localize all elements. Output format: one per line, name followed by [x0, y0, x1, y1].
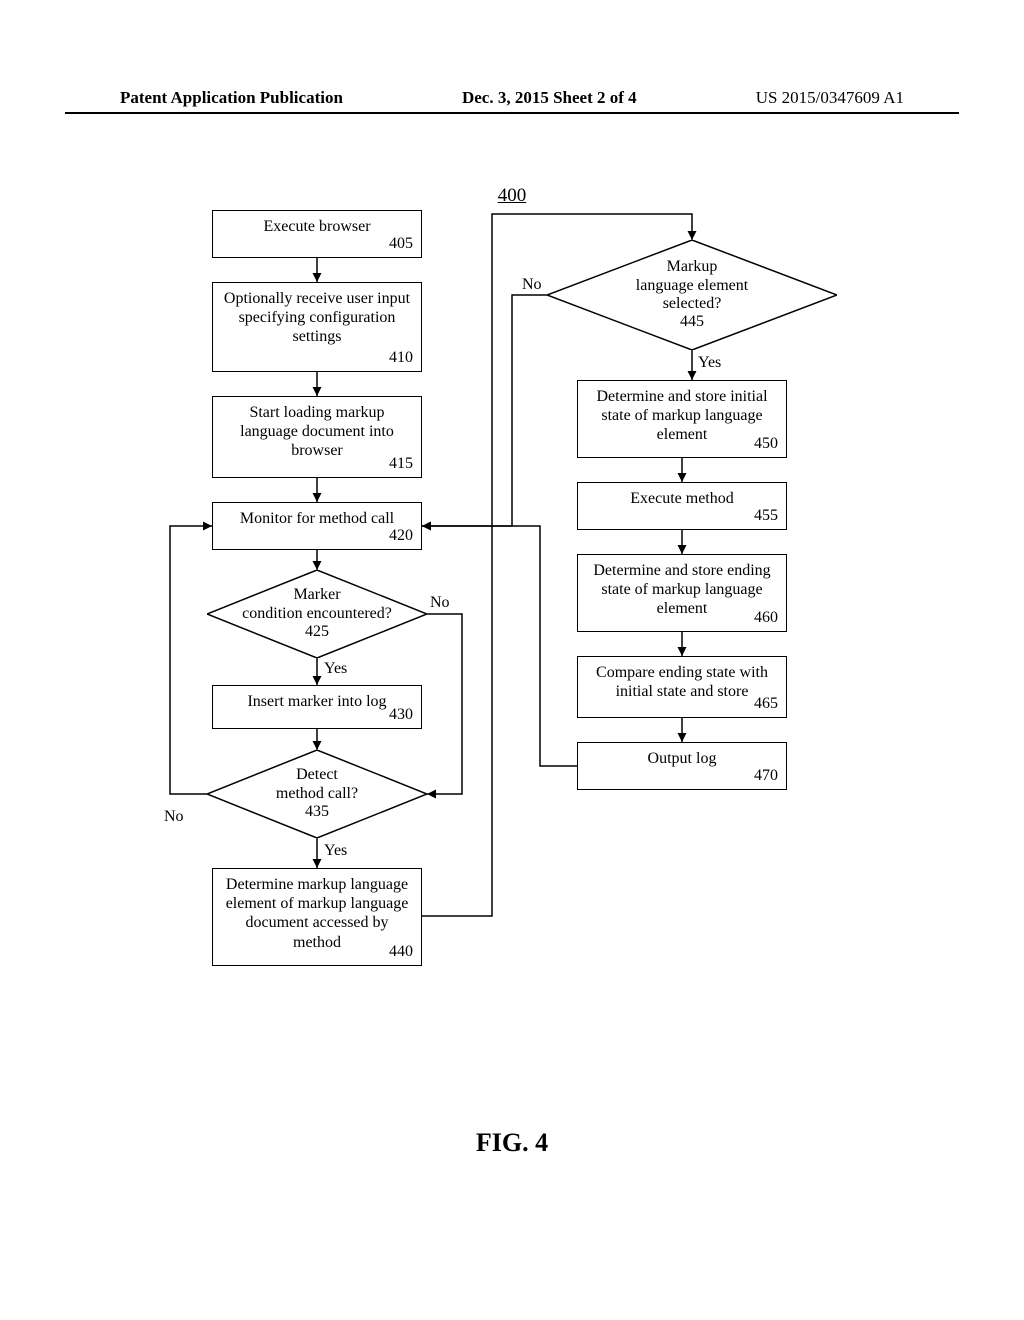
flow-node-n430: Insert marker into log430: [212, 685, 422, 729]
flow-node-text: Start loading markup language document i…: [213, 397, 421, 461]
page-header: Patent Application Publication Dec. 3, 2…: [0, 88, 1024, 108]
flow-node-n450: Determine and store initial state of mar…: [577, 380, 787, 458]
flow-node-ref: 410: [389, 348, 413, 367]
flow-node-n455: Execute method455: [577, 482, 787, 530]
flow-edge-label: Yes: [324, 842, 347, 860]
flow-node-ref: 430: [389, 705, 413, 724]
flow-node-ref: 405: [389, 234, 413, 253]
flow-edge-7: [427, 614, 462, 794]
flow-edge-label: No: [522, 276, 542, 294]
flow-node-text: Execute browser: [213, 211, 421, 236]
figure-caption: FIG. 4: [0, 1128, 1024, 1158]
flow-node-text: Determine markup language element of mar…: [213, 869, 421, 952]
flow-edge-8: [170, 526, 212, 794]
flow-node-ref: 440: [389, 942, 413, 961]
flow-node-ref: 450: [754, 434, 778, 453]
flow-decision-ref: 425: [305, 623, 329, 641]
flow-edge-label: Yes: [324, 660, 347, 678]
flow-node-ref: 470: [754, 766, 778, 785]
flow-node-n440: Determine markup language element of mar…: [212, 868, 422, 966]
flow-edge-label: No: [164, 808, 184, 826]
flow-node-ref: 455: [754, 506, 778, 525]
header-rule: [65, 112, 959, 114]
flow-node-text: Execute method: [578, 483, 786, 508]
flow-node-n420: Monitor for method call420: [212, 502, 422, 550]
flow-node-n415: Start loading markup language document i…: [212, 396, 422, 478]
flow-node-n410: Optionally receive user input specifying…: [212, 282, 422, 372]
flow-node-n470: Output log470: [577, 742, 787, 790]
flow-edge-11: [422, 295, 547, 526]
flow-decision-n435: Detectmethod call?435: [207, 750, 427, 838]
flow-decision-n445: Markuplanguage elementselected?445: [547, 240, 837, 350]
header-left: Patent Application Publication: [120, 88, 343, 108]
header-mid: Dec. 3, 2015 Sheet 2 of 4: [462, 88, 637, 108]
flow-node-text: Optionally receive user input specifying…: [213, 283, 421, 347]
flow-edge-16: [422, 526, 577, 766]
flow-node-ref: 465: [754, 694, 778, 713]
flow-edge-label: No: [430, 594, 450, 612]
flow-node-ref: 420: [389, 526, 413, 545]
flow-decision-text: Detectmethod call?435: [207, 750, 427, 838]
flow-node-text: Monitor for method call: [213, 503, 421, 528]
flow-node-text: Output log: [578, 743, 786, 768]
flow-decision-n425: Markercondition encountered?425: [207, 570, 427, 658]
figure-number: 400: [0, 185, 1024, 207]
flow-node-n405: Execute browser405: [212, 210, 422, 258]
flow-node-ref: 460: [754, 608, 778, 627]
flow-edge-label: Yes: [698, 354, 721, 372]
flow-node-ref: 415: [389, 454, 413, 473]
flow-decision-text: Markercondition encountered?425: [207, 570, 427, 658]
flow-node-n460: Determine and store ending state of mark…: [577, 554, 787, 632]
flow-decision-text: Markuplanguage elementselected?445: [547, 240, 837, 350]
flowchart-diagram: Execute browser405 Optionally receive use…: [152, 210, 872, 1110]
flow-decision-ref: 435: [305, 803, 329, 821]
flow-node-n465: Compare ending state with initial state …: [577, 656, 787, 718]
flow-decision-ref: 445: [680, 313, 704, 331]
header-right: US 2015/0347609 A1: [756, 88, 904, 108]
